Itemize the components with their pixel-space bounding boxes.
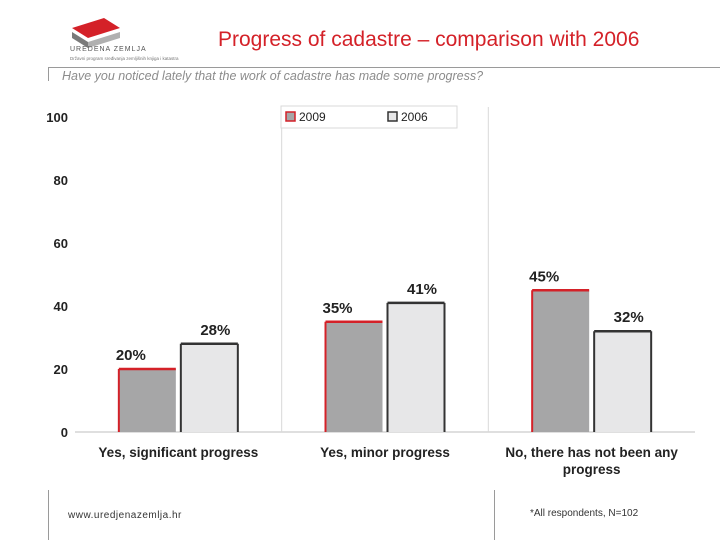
- bar-2009: [118, 369, 176, 432]
- category-label: Yes, minor progress: [320, 445, 450, 460]
- header-divider-vertical: [48, 67, 49, 81]
- y-tick-label: 0: [61, 425, 68, 440]
- data-label: 28%: [200, 322, 230, 339]
- category-label: Yes, significant progress: [98, 445, 258, 460]
- y-tick-label: 60: [54, 236, 68, 251]
- y-tick-label: 100: [46, 110, 68, 125]
- category-label: progress: [563, 462, 621, 477]
- footer-divider-right: [494, 490, 495, 540]
- logo-subtext: Državni program sređivanja zemljišnih kn…: [70, 56, 179, 61]
- data-label: 41%: [407, 281, 437, 298]
- category-label: No, there has not been any: [505, 445, 678, 460]
- bar-2009: [532, 290, 590, 432]
- header-divider: [48, 67, 720, 68]
- data-label: 32%: [614, 309, 644, 326]
- bar-2009: [325, 321, 383, 432]
- logo-text: UREDENA ZEMLJA: [70, 46, 147, 53]
- legend-swatch-2009: [285, 111, 296, 122]
- bar-2006: [387, 302, 445, 432]
- survey-question: Have you noticed lately that the work of…: [62, 69, 484, 83]
- bar-2006: [594, 331, 652, 432]
- data-label: 20%: [116, 347, 146, 364]
- legend-label-2006: 2006: [401, 110, 428, 124]
- legend-swatch-2006: [387, 111, 398, 122]
- logo-mark: [72, 18, 120, 48]
- footer-divider-left: [48, 490, 49, 540]
- legend-label-2009: 2009: [299, 110, 326, 124]
- y-tick-label: 40: [54, 299, 68, 314]
- page-title: Progress of cadastre – comparison with 2…: [218, 28, 640, 51]
- legend-box: [280, 105, 458, 129]
- data-label: 35%: [322, 300, 352, 317]
- bar-2006: [180, 343, 238, 432]
- data-label: 45%: [529, 268, 559, 285]
- y-tick-label: 20: [54, 362, 68, 377]
- footer-url: www.uredjenazemlja.hr: [68, 510, 182, 521]
- footer-note: *All respondents, N=102: [530, 508, 639, 519]
- y-tick-label: 80: [54, 173, 68, 188]
